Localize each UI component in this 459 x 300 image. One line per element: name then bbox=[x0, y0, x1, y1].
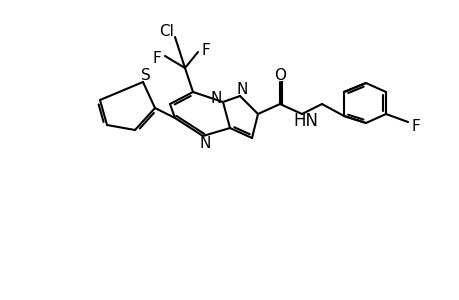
Text: F: F bbox=[152, 50, 161, 65]
Text: S: S bbox=[141, 68, 151, 82]
Text: F: F bbox=[411, 118, 420, 134]
Text: N: N bbox=[236, 82, 247, 97]
Text: Cl: Cl bbox=[159, 23, 174, 38]
Text: O: O bbox=[274, 68, 285, 82]
Text: HN: HN bbox=[293, 112, 318, 130]
Text: N: N bbox=[210, 91, 221, 106]
Text: F: F bbox=[201, 43, 210, 58]
Text: N: N bbox=[199, 136, 210, 151]
